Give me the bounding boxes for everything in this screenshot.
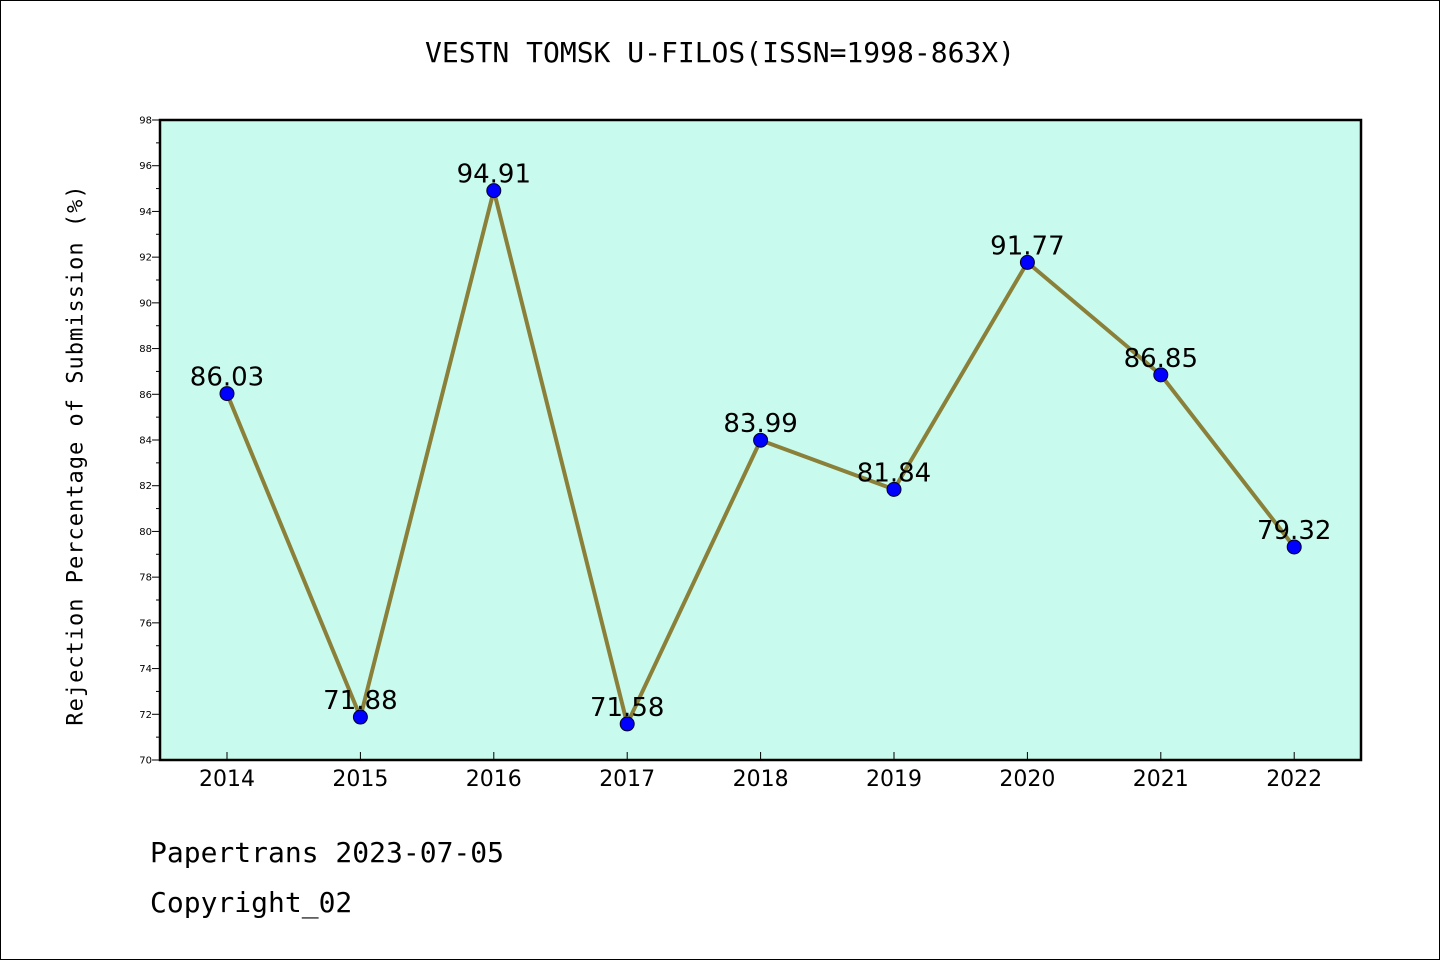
x-tick-label: 2018 — [733, 767, 789, 792]
chart-title: VESTN TOMSK U-FILOS(ISSN=1998-863X) — [424, 36, 1015, 69]
data-label: 71.58 — [590, 693, 664, 723]
data-label: 71.88 — [323, 686, 397, 716]
data-label: 81.84 — [857, 458, 931, 488]
y-tick-label: 96 — [139, 161, 152, 172]
data-label: 83.99 — [723, 409, 797, 439]
footer-date: Papertrans 2023-07-05 — [150, 836, 505, 869]
footer-copyright: Copyright_02 — [150, 886, 353, 919]
x-tick-label: 2020 — [999, 767, 1055, 792]
y-tick-label: 86 — [139, 390, 152, 401]
x-tick-label: 2021 — [1133, 767, 1189, 792]
y-tick-label: 92 — [139, 253, 152, 264]
data-point — [1153, 367, 1169, 383]
data-label: 86.85 — [1124, 344, 1198, 374]
y-tick-label: 72 — [139, 710, 152, 721]
data-point — [486, 183, 502, 199]
y-tick-label: 84 — [139, 436, 152, 447]
y-tick-label: 90 — [139, 298, 152, 309]
data-point — [219, 386, 235, 402]
data-point — [753, 432, 769, 448]
y-tick-label: 88 — [139, 344, 152, 355]
x-tick-label: 2014 — [199, 767, 255, 792]
x-tick-label: 2022 — [1266, 767, 1322, 792]
data-point — [619, 716, 635, 732]
y-tick-label: 76 — [139, 618, 152, 629]
x-tick-label: 2015 — [332, 767, 388, 792]
data-point — [352, 709, 368, 725]
data-label: 79.32 — [1257, 516, 1331, 546]
data-point — [1019, 254, 1035, 270]
y-tick-label: 82 — [139, 481, 152, 492]
y-tick-label: 80 — [139, 527, 152, 538]
y-tick-label: 94 — [139, 207, 152, 218]
y-tick-label: 70 — [139, 756, 152, 767]
x-tick-label: 2017 — [599, 767, 655, 792]
data-point — [1286, 539, 1302, 555]
plot-border — [158, 118, 1363, 762]
data-label: 91.77 — [990, 231, 1064, 261]
y-tick-label: 78 — [139, 573, 152, 584]
y-tick-label: 98 — [139, 116, 152, 127]
data-label: 86.03 — [190, 363, 264, 393]
x-tick-label: 2016 — [466, 767, 522, 792]
x-tick-label: 2019 — [866, 767, 922, 792]
data-point — [886, 481, 902, 497]
data-label: 94.91 — [457, 160, 531, 190]
y-tick-label: 74 — [139, 664, 152, 675]
